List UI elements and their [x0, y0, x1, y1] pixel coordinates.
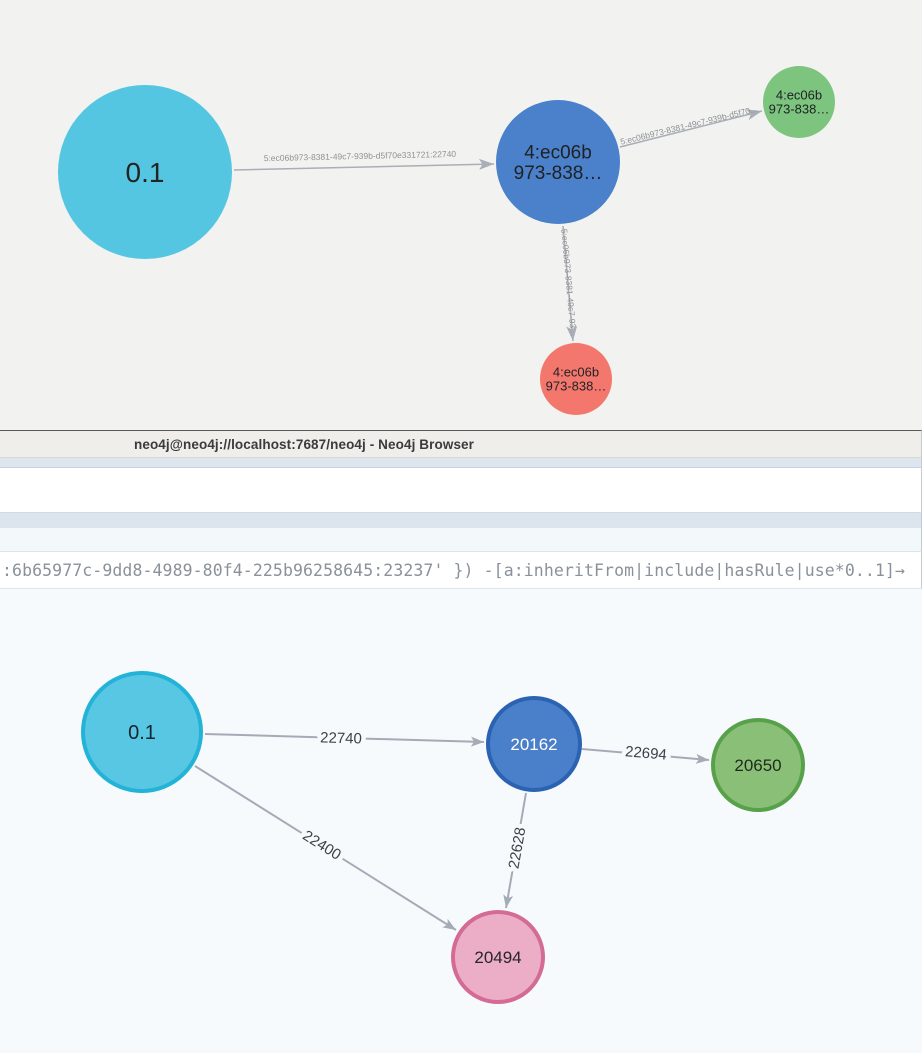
graph-node[interactable] — [540, 343, 612, 415]
bottom-graph-canvas[interactable]: 22740 22694 22628 22400 0.1 20162 20650 20494 — [0, 589, 922, 1053]
graph-edge[interactable] — [233, 158, 495, 171]
graph-edge[interactable] — [562, 225, 578, 342]
query-editor-line[interactable]: :6b65977c-9dd8-4989-80f4-225b96258645:23… — [0, 552, 922, 589]
graph-node[interactable] — [81, 671, 203, 793]
bottom-graph-area[interactable]: 22740 22694 22628 22400 0.1 20162 20650 20494 — [0, 589, 922, 1053]
graph-edge[interactable] — [581, 748, 710, 764]
graph-node[interactable] — [58, 85, 232, 259]
node-label: 4:ec06b 973-838… — [546, 365, 607, 394]
node-label: 20494 — [474, 948, 521, 967]
edge-label[interactable]: 22628 — [501, 822, 534, 875]
top-graph-canvas[interactable]: 5:ec06b973-8381-49c7-939b-d5f70e331721:2… — [0, 0, 922, 430]
graph-edge[interactable] — [204, 733, 485, 747]
top-graph-area[interactable]: 5:ec06b973-8381-49c7-939b-d5f70e331721:2… — [0, 0, 922, 430]
edge-label[interactable]: 5:ec06b973-8381-49c7-939b-d5f70… — [619, 103, 759, 146]
edge-label[interactable]: 5:ec06b973-8381-49c7-93… — [559, 228, 578, 337]
graph-node[interactable] — [711, 718, 805, 812]
edge-label[interactable]: 22740 — [315, 725, 366, 752]
edge-label[interactable]: 5:ec06b973-8381-49c7-939b-d5f70e331721:2… — [264, 149, 457, 163]
window-edge-strip-top — [0, 458, 922, 468]
graph-node[interactable] — [451, 910, 545, 1004]
graph-edge[interactable] — [503, 792, 527, 909]
window-title: neo4j@neo4j://localhost:7687/neo4j - Neo… — [134, 436, 475, 452]
cypher-query-text[interactable]: :6b65977c-9dd8-4989-80f4-225b96258645:23… — [2, 560, 906, 580]
node-label: 0.1 — [128, 722, 156, 744]
graph-edge[interactable] — [194, 765, 457, 931]
empty-white-band — [0, 468, 922, 513]
node-label: 4:ec06b 973-838… — [769, 88, 830, 117]
window-edge-strip-bottom — [0, 513, 922, 528]
node-label: 20650 — [734, 756, 781, 775]
node-label: 0.1 — [126, 157, 165, 188]
edge-label[interactable]: 22400 — [295, 823, 348, 869]
graph-node[interactable] — [763, 66, 835, 138]
graph-node[interactable] — [486, 696, 582, 792]
node-label: 4:ec06b 973-838… — [514, 142, 603, 184]
node-label: 20162 — [510, 735, 557, 754]
graph-node[interactable] — [496, 100, 620, 224]
window-title-bar: neo4j@neo4j://localhost:7687/neo4j - Neo… — [0, 430, 922, 458]
graph-edge[interactable] — [619, 109, 763, 148]
editor-margin-band — [0, 528, 922, 552]
edge-label[interactable]: 22694 — [620, 739, 672, 769]
